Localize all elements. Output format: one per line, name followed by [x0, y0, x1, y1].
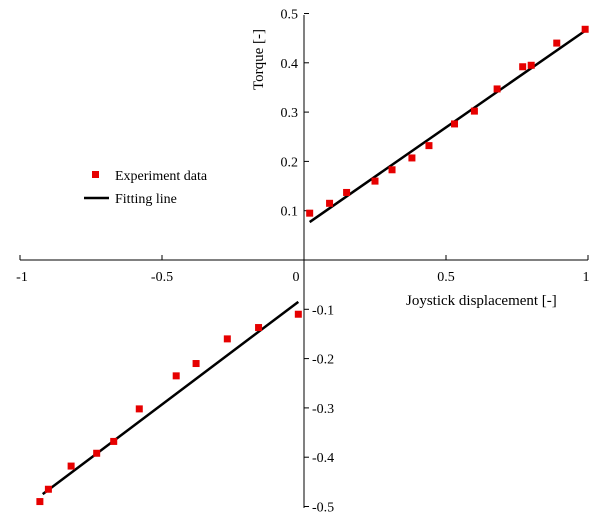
legend: Experiment data Fitting line [84, 169, 208, 207]
y-tick-label: -0.1 [312, 303, 334, 318]
data-point [67, 462, 75, 470]
data-point [44, 485, 52, 493]
data-point [527, 61, 535, 69]
y-tick-label: -0.2 [312, 353, 334, 368]
y-tick-label: -0.4 [312, 451, 334, 466]
data-point [255, 324, 263, 332]
tick-marks [19, 13, 589, 507]
x-tick-label: -0.5 [151, 270, 173, 285]
data-point [425, 142, 433, 150]
x-tick-label: -1 [16, 270, 28, 285]
tick-labels: -1 -0.5 0 0.5 1 0.1 0.2 0.3 0.4 0.5 -0.1 -0.2 -0.3 -0… [16, 8, 589, 514]
x-tick-label: 0.5 [437, 270, 455, 285]
data-point [408, 154, 416, 162]
y-tick-label: 0.2 [281, 155, 299, 170]
y-axis-label: Torque [-] [251, 29, 267, 90]
data-point [223, 335, 231, 343]
data-point [172, 372, 180, 380]
data-point [135, 405, 143, 413]
data-point [493, 85, 501, 93]
data-point [371, 177, 379, 185]
legend-label-fitting: Fitting line [115, 192, 177, 207]
y-tick-label: -0.5 [312, 501, 334, 514]
fitting-lines [41, 29, 586, 496]
y-tick-label: 0.1 [281, 205, 299, 220]
fitting-line-segment [308, 29, 586, 224]
data-point [306, 209, 314, 217]
x-tick-label: 1 [583, 270, 590, 285]
legend-label-experiment: Experiment data [115, 169, 208, 184]
data-point [343, 188, 351, 196]
y-tick-label: 0.3 [281, 106, 299, 121]
data-point [581, 25, 589, 33]
legend-marker-experiment [92, 171, 99, 178]
data-point [388, 166, 396, 174]
data-point [192, 360, 200, 368]
data-point [451, 120, 459, 128]
data-point [519, 63, 527, 71]
x-tick-label: 0 [293, 270, 300, 285]
data-point [470, 107, 478, 115]
data-point [326, 199, 334, 207]
fitting-line-segment [41, 300, 300, 496]
data-point [553, 39, 561, 47]
y-tick-label: -0.3 [312, 402, 334, 417]
data-point [36, 498, 44, 506]
data-point [294, 310, 302, 318]
y-tick-label: 0.4 [281, 57, 299, 72]
experiment-points [36, 25, 589, 506]
data-point [93, 449, 101, 457]
x-axis-label: Joystick displacement [-] [406, 293, 557, 309]
data-point [110, 437, 118, 445]
y-tick-label: 0.5 [281, 8, 299, 23]
